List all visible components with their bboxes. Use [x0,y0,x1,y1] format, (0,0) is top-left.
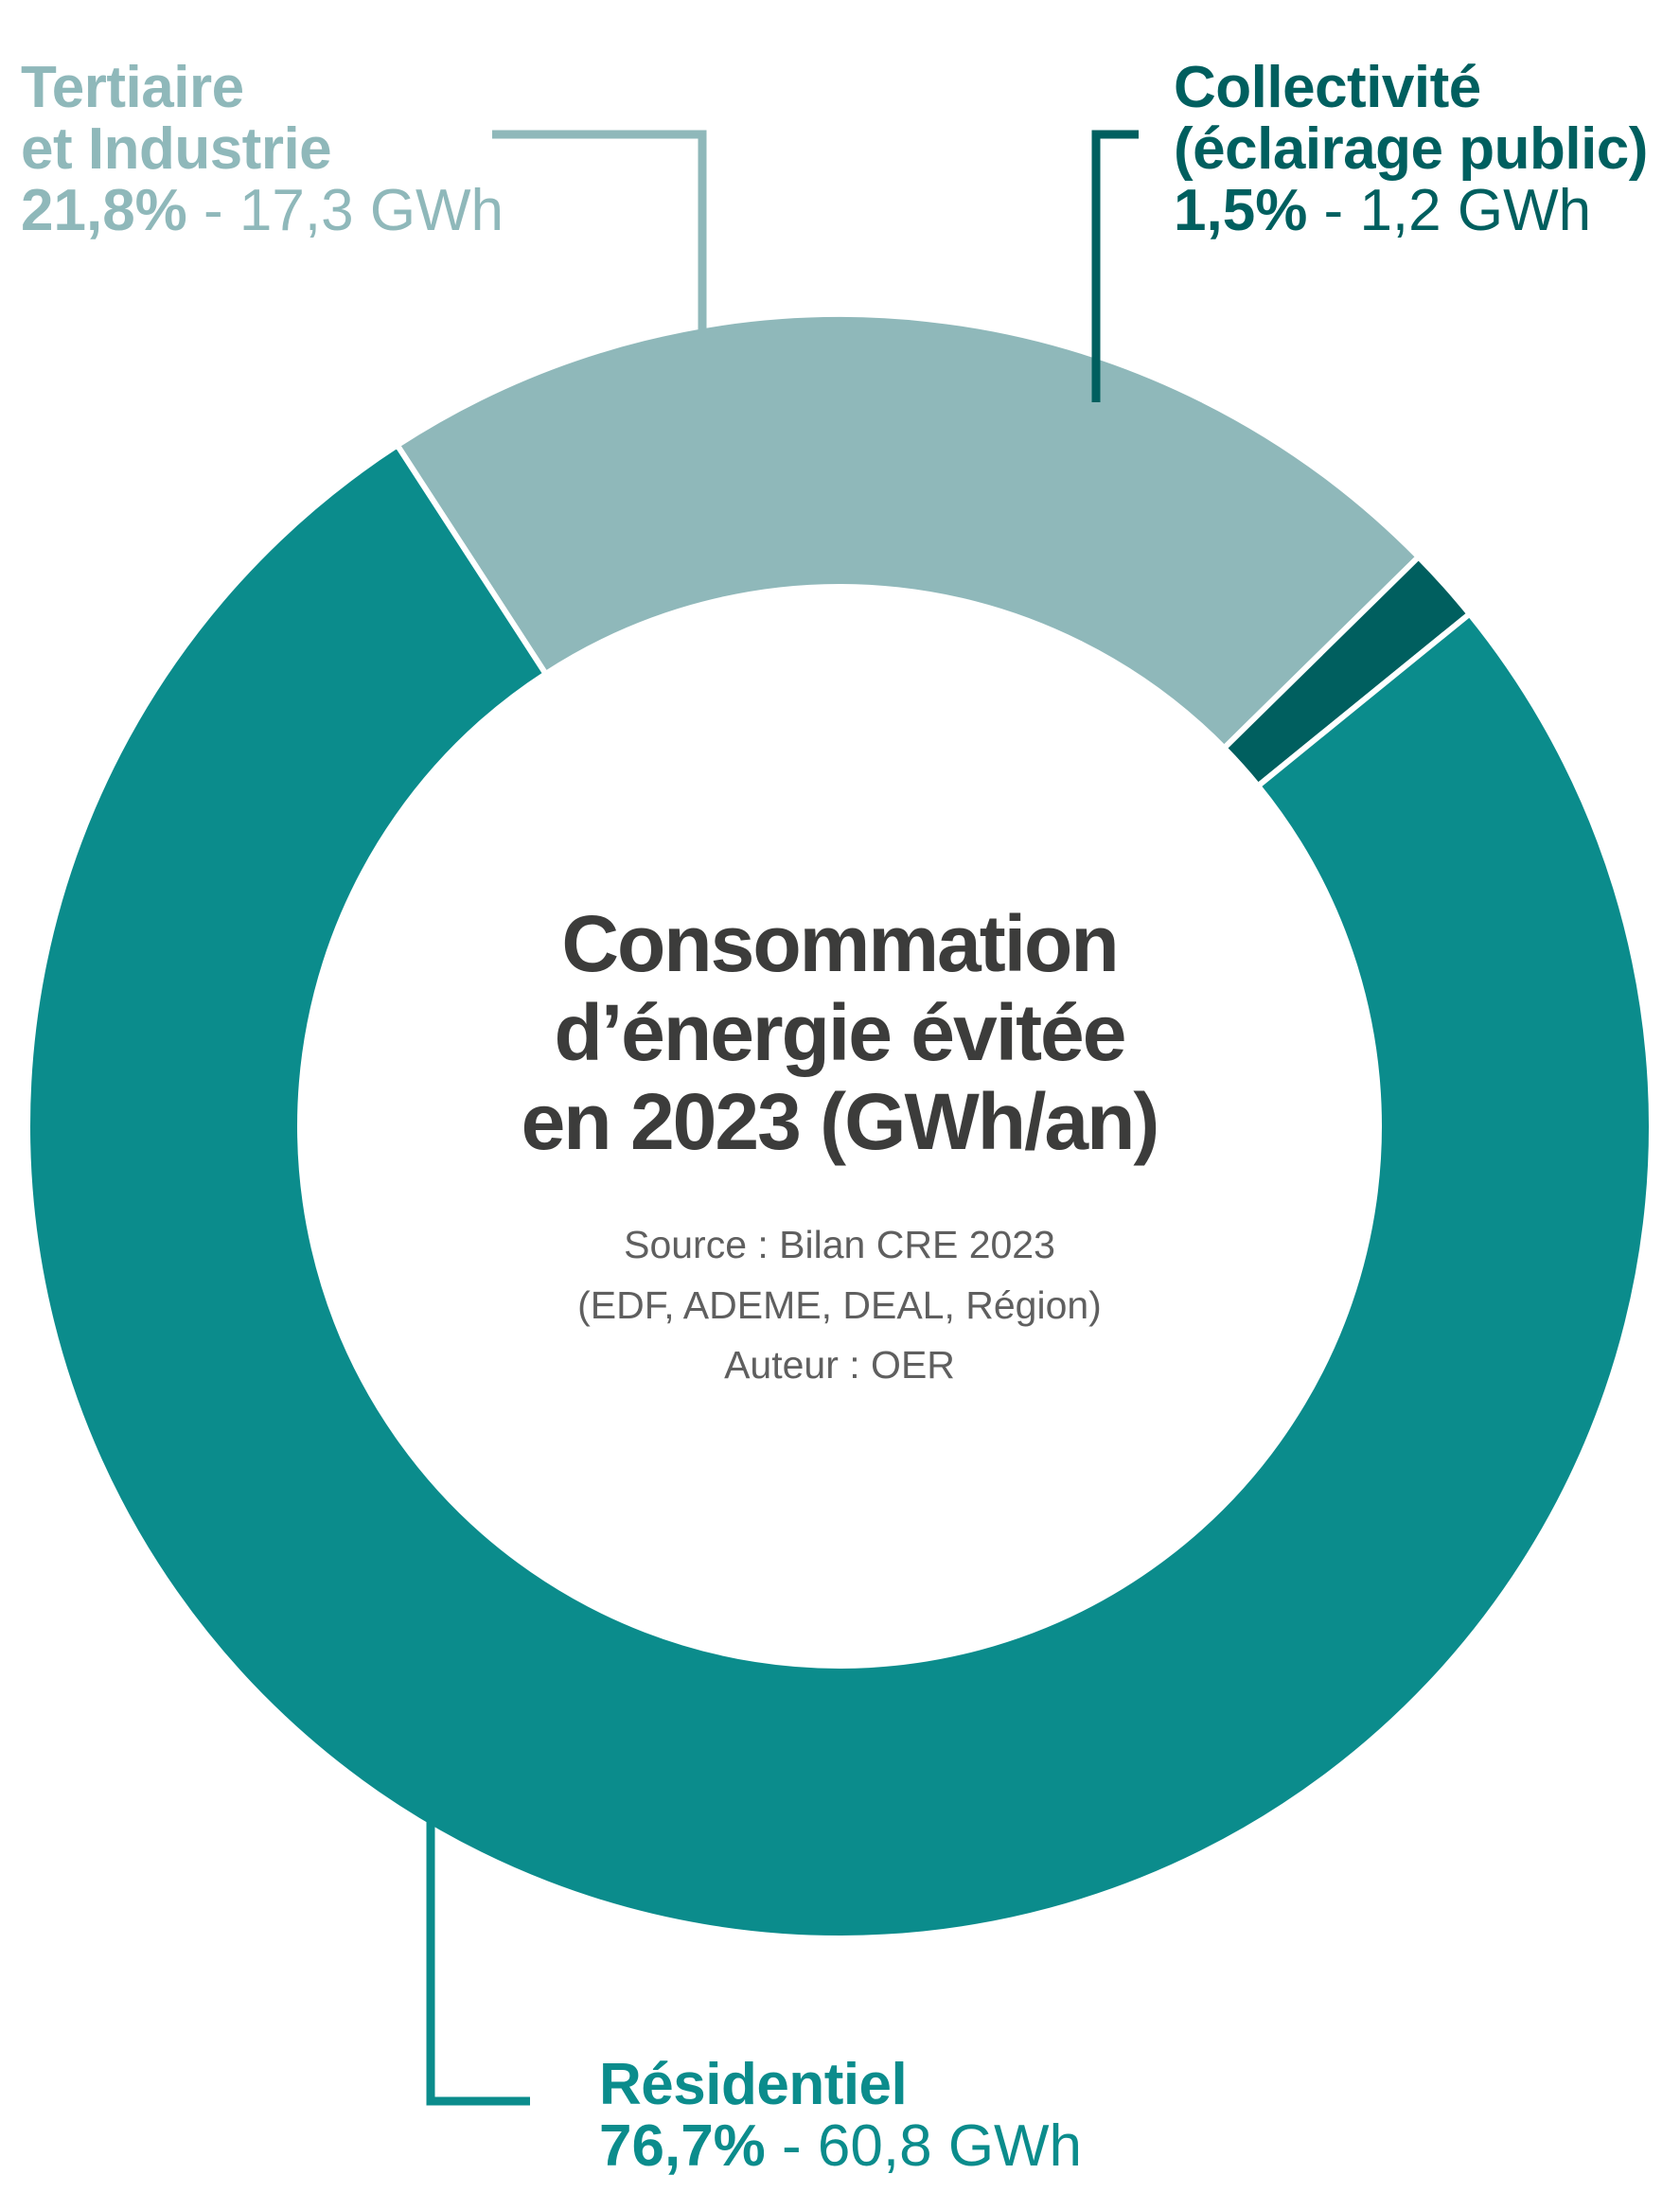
label-residentiel-percent: 76,7% [599,2113,766,2180]
label-tertiaire-value: 21,8% - 17,3 GWh [21,180,504,241]
leader-line-tertiaire [492,130,707,348]
slice-tertiaire [394,311,1422,751]
label-tertiaire-separator: - [186,178,239,244]
chart-source: Source : Bilan CRE 2023 (EDF, ADEME, DEA… [366,1215,1313,1396]
label-collectivite-gwh: 1,2 GWh [1359,178,1592,244]
leader-line-collectivite [1091,130,1139,402]
label-residentiel-value: 76,7% - 60,8 GWh [599,2115,1082,2177]
slice-residentiel [25,442,1654,1941]
chart-title-line2: d’énergie évitée [554,988,1127,1078]
chart-source-line3: Auteur : OER [724,1343,955,1388]
label-residentiel-name-line1: Résidentiel [599,2052,908,2117]
label-collectivite: Collectivité (éclairage public) 1,5% - 1… [1174,57,1648,241]
label-tertiaire-name-line1: Tertiaire [21,55,244,120]
leader-line-residentiel [426,1779,530,2106]
chart-title-line3: en 2023 (GWh/an) [521,1077,1160,1167]
chart-title: Consommation d’énergie évitée en 2023 (G… [366,899,1313,1166]
leader-lines [426,130,1139,2106]
label-collectivite-separator: - [1307,178,1360,244]
label-residentiel-gwh: 60,8 GWh [817,2113,1083,2180]
label-residentiel: Résidentiel 76,7% - 60,8 GWh [599,2054,1082,2177]
label-tertiaire: Tertiaire et Industrie 21,8% - 17,3 GWh [21,57,504,241]
chart-center: Consommation d’énergie évitée en 2023 (G… [366,899,1313,1396]
chart-title-line1: Consommation [561,899,1119,988]
label-collectivite-name-line2: (éclairage public) [1174,116,1648,183]
chart-source-line2: (EDF, ADEME, DEAL, Région) [577,1282,1102,1327]
label-collectivite-value: 1,5% - 1,2 GWh [1174,180,1648,241]
label-tertiaire-name-line2: et Industrie [21,116,332,183]
label-collectivite-percent: 1,5% [1174,178,1308,244]
donut-slices [25,311,1654,1941]
chart-source-line1: Source : Bilan CRE 2023 [624,1223,1055,1267]
label-tertiaire-gwh: 17,3 GWh [239,178,504,244]
label-residentiel-separator: - [765,2113,818,2180]
label-collectivite-name-line1: Collectivité [1174,55,1481,120]
label-tertiaire-percent: 21,8% [21,178,187,244]
